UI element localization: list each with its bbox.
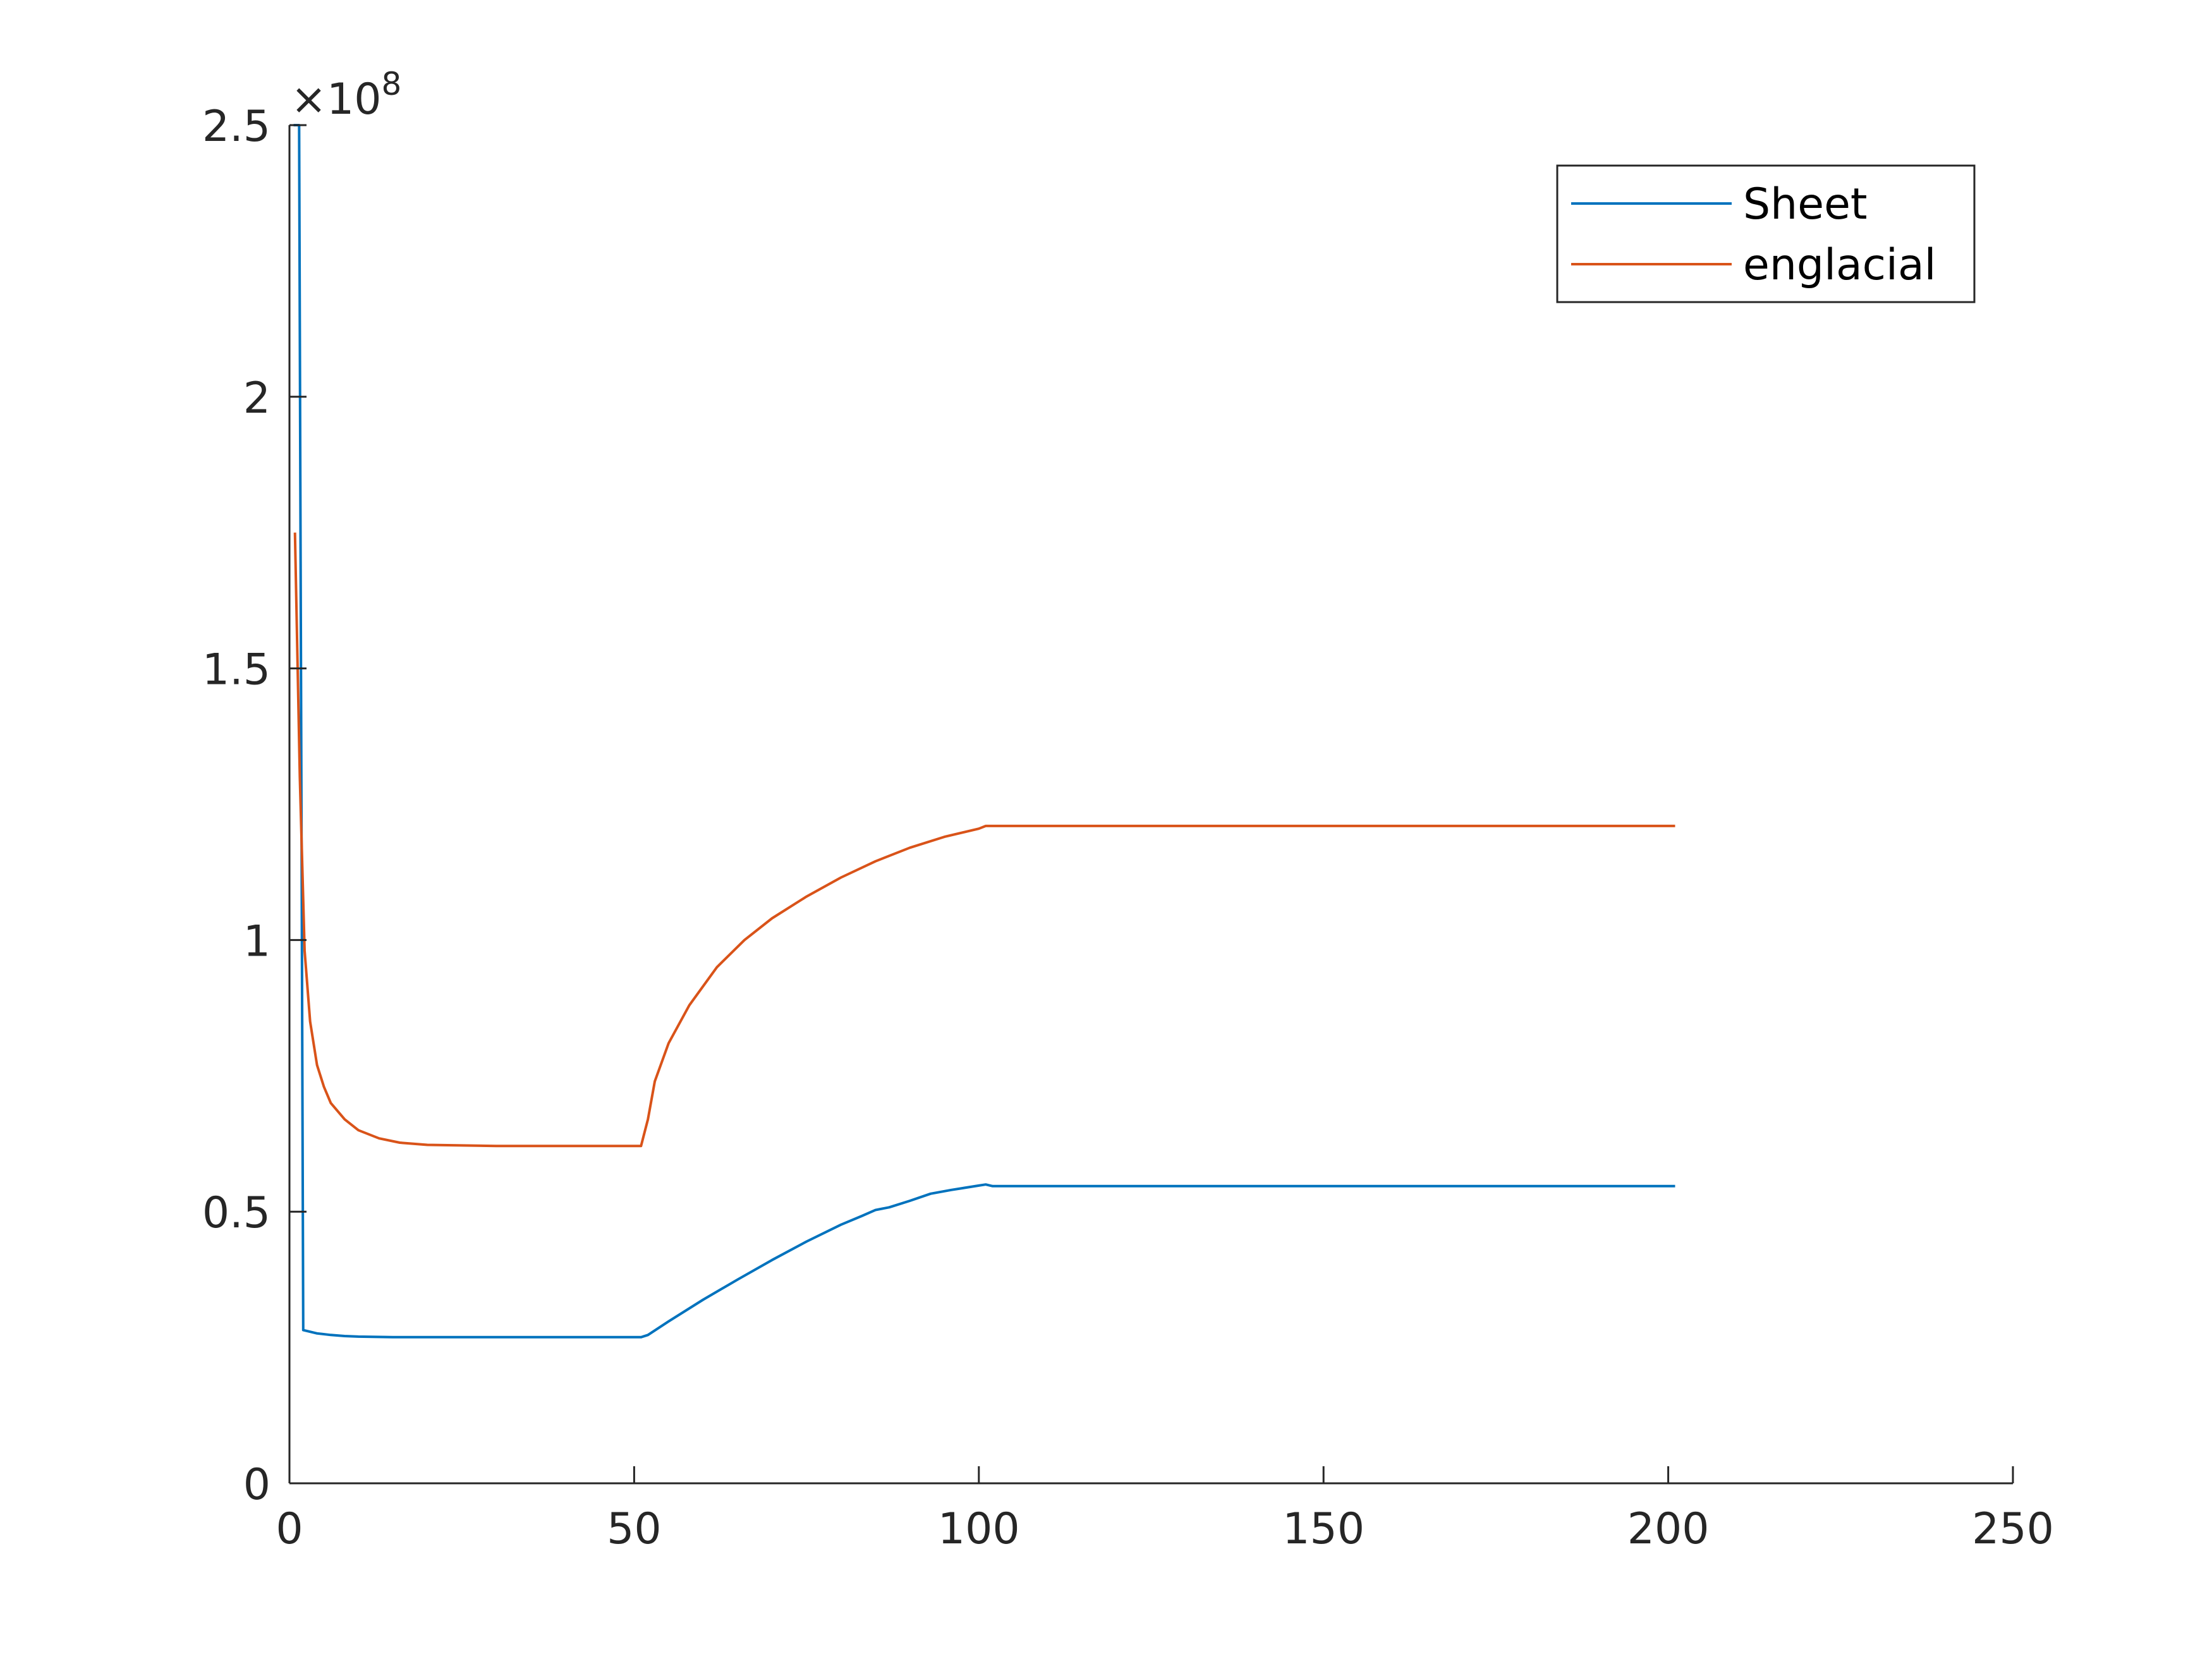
series-line-sheet [293, 124, 1675, 1339]
x-tick-label: 250 [1972, 1504, 2054, 1554]
y-tick-label: 2.5 [202, 102, 270, 152]
y-tick-label: 1 [243, 916, 270, 966]
x-tick-label: 200 [1627, 1504, 1710, 1554]
x-tick-label: 50 [607, 1504, 662, 1554]
legend-label-englacial: englacial [1743, 240, 1936, 290]
axes-layer [288, 125, 2013, 1485]
x-tick-label: 100 [938, 1504, 1020, 1554]
series-layer [293, 124, 1675, 1339]
x-tick-label: 150 [1282, 1504, 1364, 1554]
y-tick-label: 2 [243, 374, 270, 423]
y-exponent-label: ×108 [291, 66, 401, 125]
y-tick-label: 0.5 [202, 1188, 270, 1238]
y-tick-label: 0 [243, 1460, 270, 1510]
legend-label-sheet: Sheet [1743, 179, 1868, 229]
legend: Sheet englacial [1556, 164, 1976, 303]
ticks-layer: 0 50 100 150 200 250 0 0.5 1 1.5 2 2.5 [202, 102, 2054, 1554]
y-exponent-base: ×10 [291, 75, 382, 125]
y-tick-label: 1.5 [202, 645, 270, 695]
series-line-englacial [293, 532, 1675, 1148]
y-exponent-power: 8 [382, 66, 402, 102]
x-tick-label: 0 [276, 1504, 303, 1554]
legend-box [1556, 164, 1976, 303]
